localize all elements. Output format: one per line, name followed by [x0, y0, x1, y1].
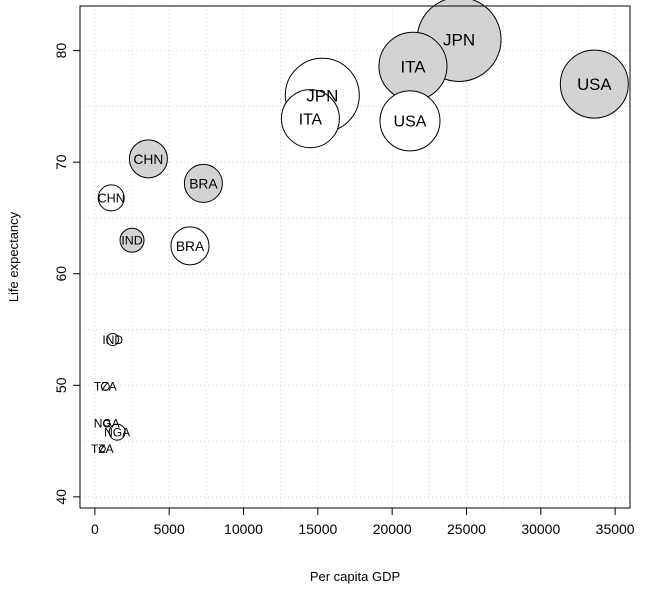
x-tick-label: 35000 [596, 521, 635, 537]
y-axis-title: Life expectancy [6, 211, 21, 302]
bubble-bra [170, 226, 210, 266]
point-label-ita: ITA [401, 57, 427, 76]
bubble-tza [100, 381, 110, 391]
x-tick-label: 30000 [521, 521, 560, 537]
y-tick-label: 40 [53, 489, 69, 505]
bubble-ind [106, 333, 120, 347]
point-label-chn: CHN [133, 152, 163, 167]
bubble-ind [119, 227, 145, 253]
point-label-nga: NGA [94, 417, 120, 431]
bubble-bra [183, 163, 223, 203]
y-tick-label: 60 [53, 266, 69, 282]
plot-area: JPN JPN ITA USA USA ITA CHN BRA BRA CHN IND NGA IND T… [79, 0, 631, 509]
x-tick-label: 15000 [298, 521, 337, 537]
bubble-chn [97, 184, 125, 212]
bubble-usa [379, 90, 441, 152]
x-tick-label: 5000 [154, 521, 185, 537]
y-tick-label: 50 [53, 377, 69, 393]
bubble-nga [108, 423, 126, 441]
point-label-chn: CHN [98, 191, 125, 205]
point-label-usa: USA [394, 114, 427, 131]
point-label-ita: ITA [299, 111, 323, 128]
x-tick-label: 0 [91, 521, 99, 537]
bubble-tza [98, 445, 106, 453]
point-label-jpn: JPN [443, 31, 475, 50]
x-tick-label: 20000 [373, 521, 412, 537]
bubble-ita [280, 89, 340, 149]
x-tick-label: 25000 [447, 521, 486, 537]
bubble-usa [559, 49, 629, 119]
point-label-ind: IND [121, 234, 142, 248]
point-label-usa: USA [577, 75, 612, 94]
data-points [97, 0, 629, 453]
y-axis: 40 50 60 70 80 [53, 43, 81, 505]
x-tick-label: 10000 [224, 521, 263, 537]
x-axis: 0 5000 10000 15000 20000 25000 30000 35000 [91, 507, 635, 537]
point-label-jpn: JPN [306, 86, 338, 105]
x-axis-title: Per capita GDP [310, 569, 400, 584]
y-tick-label: 70 [53, 154, 69, 170]
point-labels: JPN JPN ITA USA USA ITA CHN BRA BRA CHN IND NGA IND T… [91, 31, 612, 457]
y-tick-label: 80 [53, 43, 69, 59]
point-label-ind: IND [102, 333, 123, 347]
point-label-tza: TZA [94, 380, 117, 394]
bubble-chn [128, 139, 168, 179]
point-label-nga: NGA [104, 425, 130, 439]
point-label-tza: TZA [91, 442, 114, 456]
point-label-bra: BRA [189, 176, 218, 191]
point-label-bra: BRA [176, 239, 205, 254]
bubble-nga [103, 419, 111, 427]
